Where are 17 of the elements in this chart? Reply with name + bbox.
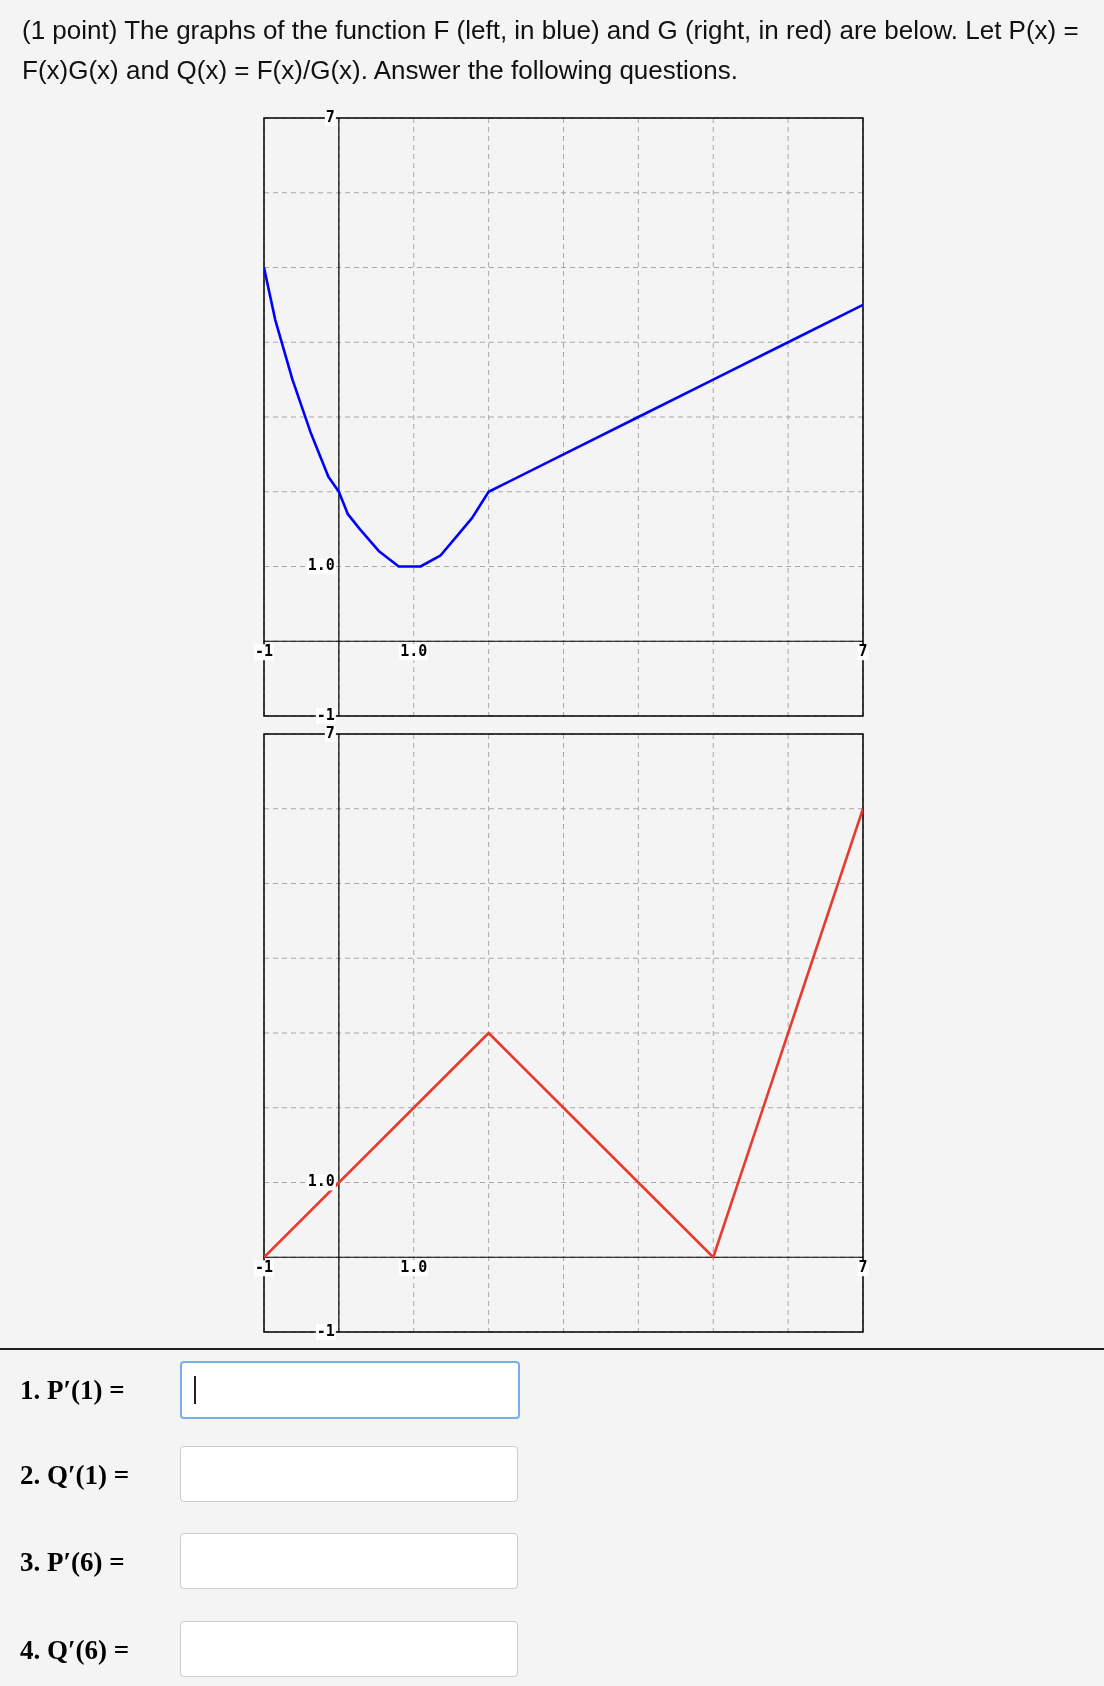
text: 3. P′(6) = <box>20 1546 125 1579</box>
chart-title: (1 point) The graphs of the function F (left, in blue) and G (right, in red) are below. Let P(x) = F(x)G(x) and Q(x) = F(x)/G(x). Answer the following questions. <box>22 14 1080 87</box>
y-tick-label: 7 <box>325 107 335 126</box>
x-tick-label: -1 <box>254 1258 274 1277</box>
y-tick-label: 1.0 <box>307 556 335 575</box>
text: 2. Q′(1) = <box>20 1459 130 1492</box>
x-tick-label: 1.0 <box>400 1258 428 1277</box>
y-tick-label: 1.0 <box>307 1172 335 1191</box>
x-tick-label: 7 <box>858 1258 868 1277</box>
text: 4. Q′(6) = <box>20 1634 130 1667</box>
y-tick-label: -1 <box>316 1321 335 1340</box>
y-tick-label: 7 <box>325 723 335 742</box>
y-tick-label: -1 <box>316 705 335 724</box>
x-tick-label: -1 <box>254 642 274 661</box>
text: 1. P′(1) = <box>20 1374 125 1407</box>
x-tick-label: 7 <box>858 642 868 661</box>
x-tick-label: 1.0 <box>400 642 428 661</box>
